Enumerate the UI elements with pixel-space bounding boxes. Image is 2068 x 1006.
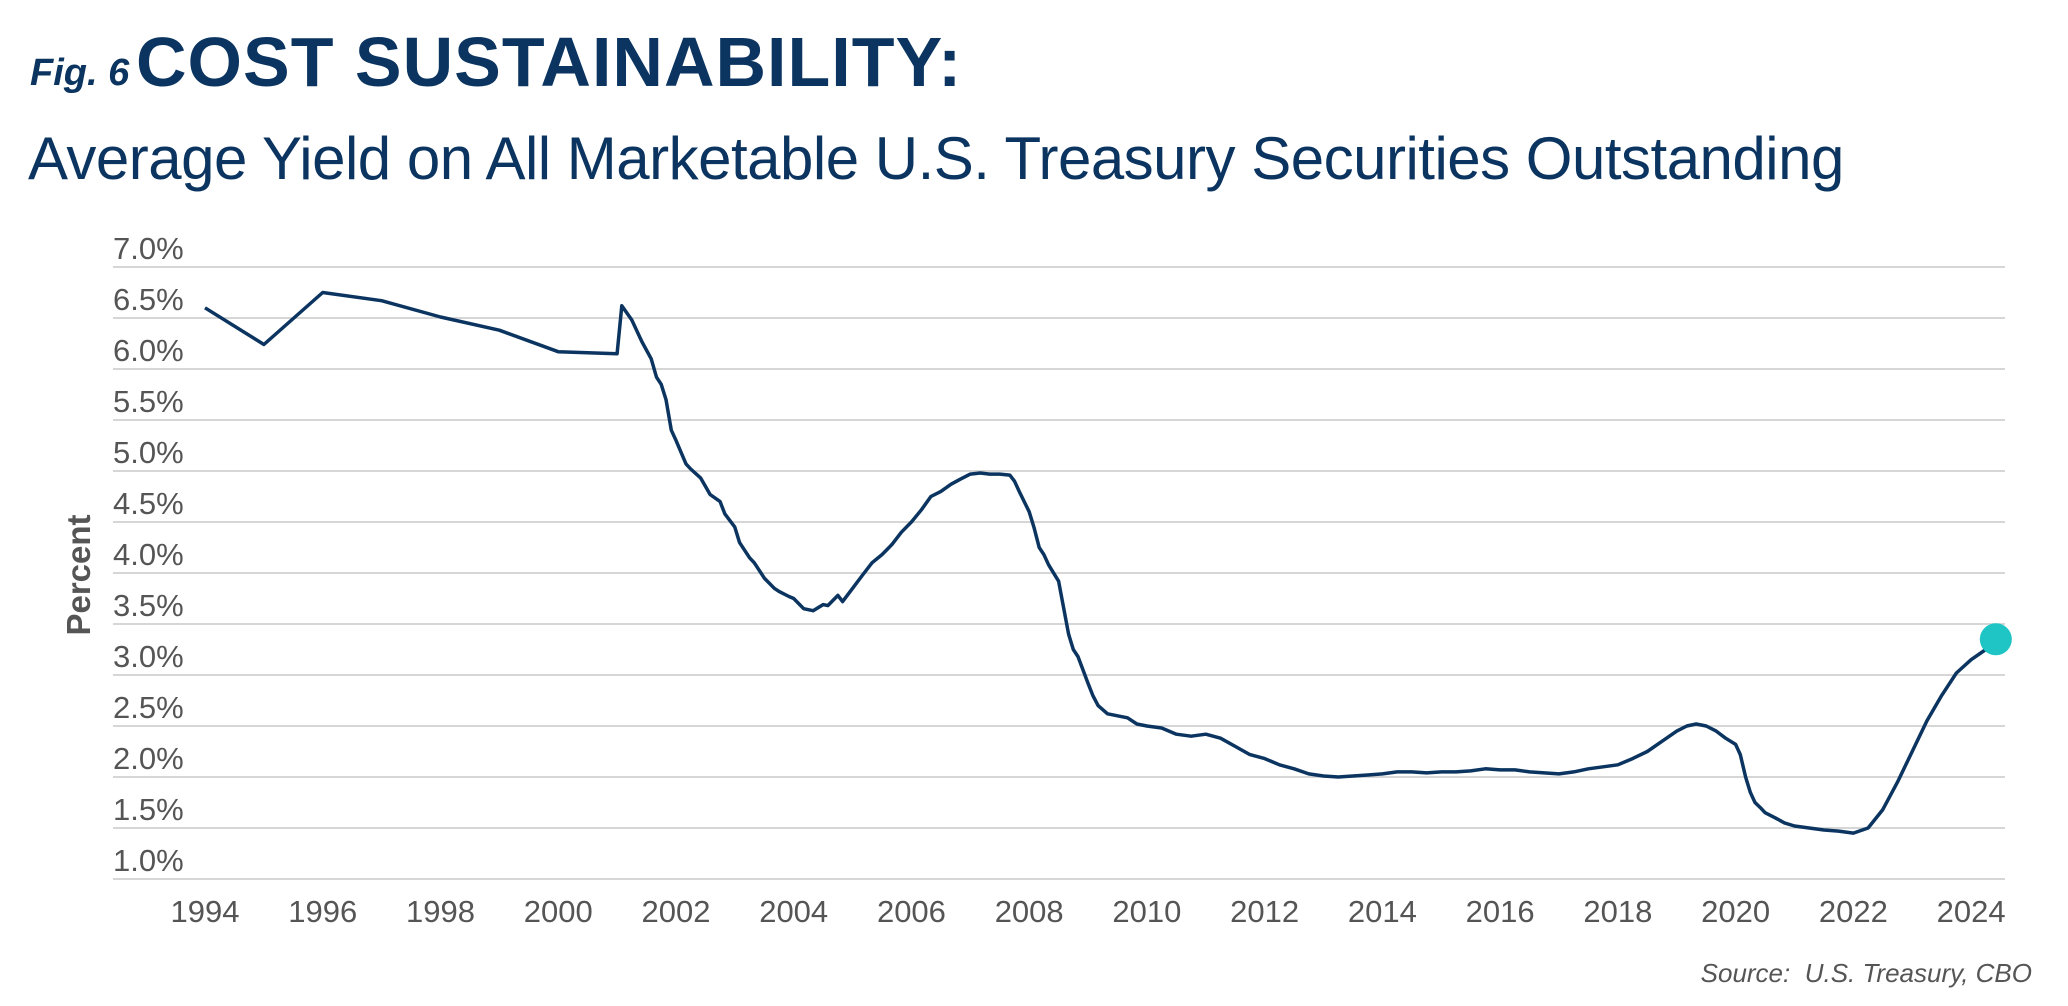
figure-title: COST SUSTAINABILITY: xyxy=(136,23,963,101)
x-tick-label: 1996 xyxy=(288,894,357,929)
x-tick-label: 2006 xyxy=(877,894,946,929)
x-tick-label: 2004 xyxy=(759,894,828,929)
latest-value-marker xyxy=(1979,623,2012,656)
x-tick-label: 2008 xyxy=(995,894,1064,929)
y-tick-label: 4.0% xyxy=(113,537,184,572)
x-axis-ticks: 1994 1996 1998 2000 2002 2004 2006 2008 2010 2012… xyxy=(171,894,2006,929)
y-tick-label: 5.5% xyxy=(113,384,184,419)
y-tick-label: 1.5% xyxy=(113,792,184,827)
gridlines xyxy=(113,266,2005,880)
y-axis-label: Percent xyxy=(60,514,97,635)
x-tick-label: 2018 xyxy=(1583,894,1652,929)
y-axis-ticks: 1.0% 1.5% 2.0% 2.5% 3.0% 3.5% 4.0% 4.5% 5.0% 5.5%… xyxy=(113,231,184,878)
y-tick-label: 6.0% xyxy=(113,333,184,368)
x-tick-label: 1994 xyxy=(171,894,240,929)
source-note: Source: U.S. Treasury, CBO xyxy=(1700,958,2032,988)
yield-line xyxy=(204,290,1987,835)
y-tick-label: 7.0% xyxy=(113,231,184,266)
x-tick-label: 2022 xyxy=(1819,894,1888,929)
x-tick-label: 2002 xyxy=(641,894,710,929)
x-tick-label: 2010 xyxy=(1112,894,1181,929)
y-tick-label: 4.5% xyxy=(113,486,184,521)
figure-label: Fig. 6 xyxy=(30,52,130,94)
x-tick-label: 2020 xyxy=(1701,894,1770,929)
y-tick-label: 5.0% xyxy=(113,435,184,470)
x-tick-label: 2024 xyxy=(1937,894,2006,929)
x-tick-label: 1998 xyxy=(406,894,475,929)
chart-subtitle: Average Yield on All Marketable U.S. Tre… xyxy=(28,125,1844,192)
x-tick-label: 2000 xyxy=(524,894,593,929)
y-tick-label: 1.0% xyxy=(113,843,184,878)
x-tick-label: 2012 xyxy=(1230,894,1299,929)
y-tick-label: 2.5% xyxy=(113,690,184,725)
series-group xyxy=(204,290,2012,835)
y-tick-label: 3.5% xyxy=(113,588,184,623)
y-tick-label: 6.5% xyxy=(113,282,184,317)
y-tick-label: 3.0% xyxy=(113,639,184,674)
x-tick-label: 2014 xyxy=(1348,894,1417,929)
x-tick-label: 2016 xyxy=(1466,894,1535,929)
y-tick-label: 2.0% xyxy=(113,741,184,776)
